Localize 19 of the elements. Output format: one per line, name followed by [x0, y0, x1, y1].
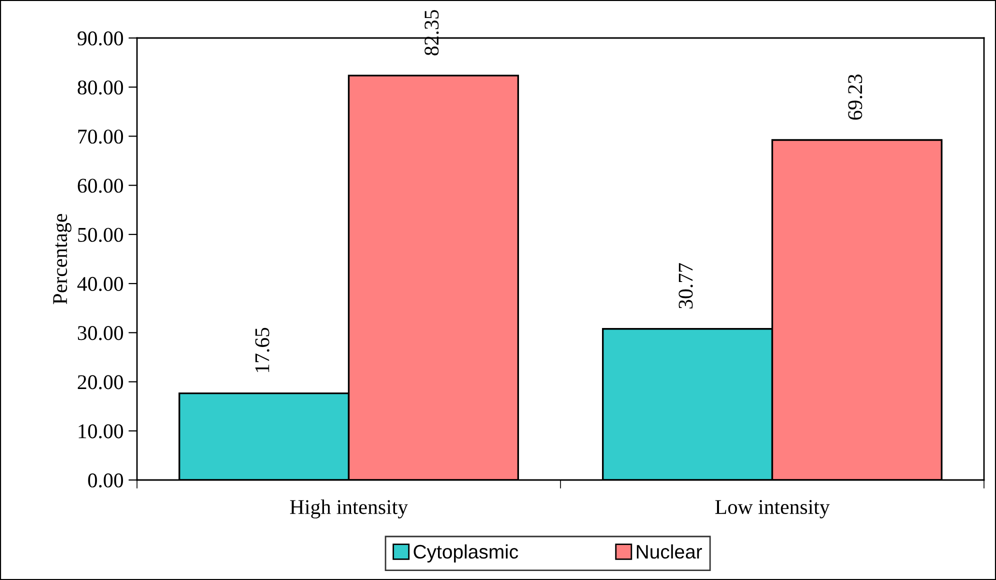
y-tick-label: 90.00: [78, 31, 124, 46]
y-tick-label: 80.00: [78, 80, 124, 95]
legend-label: Cytoplasmic: [414, 544, 518, 562]
y-tick-label: 50.00: [78, 228, 124, 242]
y-tick-label: 30.00: [78, 326, 124, 340]
data-label: 30.77: [678, 263, 693, 308]
y-tick-label: 60.00: [78, 178, 124, 193]
y-tick-label: 20.00: [78, 375, 124, 390]
x-tick-label: High intensity: [290, 499, 408, 518]
y-tick-label: 70.00: [78, 130, 124, 144]
y-tick-label: 0.00: [88, 473, 124, 488]
data-label: 82.35: [424, 10, 439, 56]
legend-label: Nuclear: [636, 544, 702, 559]
y-tick-label: 10.00: [78, 424, 124, 438]
y-axis-title: Percentage: [53, 214, 72, 304]
data-label: 17.65: [255, 328, 270, 372]
data-label: 69.23: [848, 74, 862, 120]
x-tick-label: Low intensity: [715, 500, 830, 518]
y-tick-label: 40.00: [77, 276, 124, 292]
